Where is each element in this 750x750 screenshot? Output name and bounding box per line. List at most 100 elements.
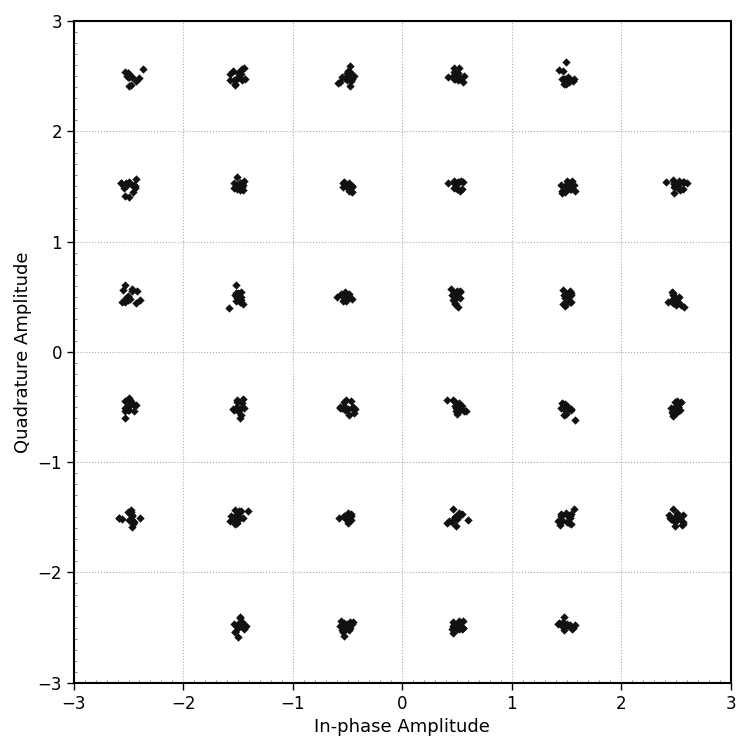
Point: [343, 409, 355, 421]
Point: [446, 623, 458, 635]
Point: [238, 176, 250, 188]
Point: [562, 402, 574, 414]
Point: [237, 184, 249, 196]
Point: [566, 509, 578, 520]
Point: [228, 177, 240, 189]
Point: [336, 70, 348, 82]
Point: [667, 410, 679, 422]
Point: [123, 71, 135, 83]
Point: [232, 622, 244, 634]
Point: [678, 176, 690, 188]
Point: [558, 400, 570, 412]
Point: [446, 516, 458, 528]
Point: [566, 404, 578, 416]
Point: [448, 70, 460, 82]
Point: [670, 178, 682, 190]
Point: [446, 394, 458, 406]
Point: [568, 73, 580, 85]
Point: [565, 289, 577, 301]
Point: [338, 72, 350, 84]
Point: [238, 178, 250, 190]
Point: [453, 403, 465, 415]
Point: [230, 296, 242, 307]
Point: [442, 177, 454, 189]
Point: [339, 292, 351, 304]
Point: [448, 182, 460, 194]
Point: [458, 70, 470, 82]
Point: [559, 290, 571, 302]
Point: [345, 514, 357, 526]
Point: [554, 402, 566, 414]
Point: [346, 403, 358, 415]
Point: [334, 402, 346, 414]
Point: [441, 517, 453, 529]
Point: [454, 404, 466, 416]
Point: [672, 405, 684, 417]
Point: [561, 509, 573, 520]
Point: [340, 293, 352, 305]
Point: [670, 298, 682, 310]
Point: [126, 514, 138, 526]
Point: [122, 68, 134, 80]
Point: [234, 613, 246, 625]
Point: [228, 617, 240, 629]
Point: [672, 179, 684, 191]
Point: [670, 512, 682, 524]
Point: [560, 507, 572, 519]
Point: [336, 289, 348, 301]
Point: [346, 293, 358, 305]
Point: [449, 512, 461, 524]
Point: [236, 74, 248, 86]
Point: [563, 620, 575, 632]
Point: [449, 396, 461, 408]
Point: [561, 400, 573, 412]
Point: [672, 512, 684, 524]
Point: [225, 509, 237, 521]
Point: [564, 296, 576, 308]
Point: [454, 286, 466, 298]
Point: [565, 518, 577, 530]
Point: [229, 289, 241, 301]
Point: [569, 619, 581, 631]
Point: [564, 285, 576, 297]
Point: [338, 177, 350, 189]
Point: [562, 620, 574, 632]
Point: [674, 184, 686, 196]
Point: [560, 79, 572, 91]
Point: [674, 512, 686, 524]
Point: [668, 503, 680, 515]
Point: [234, 182, 246, 194]
Point: [235, 505, 247, 517]
Point: [233, 513, 245, 525]
Point: [129, 180, 141, 192]
Point: [124, 506, 136, 518]
Point: [236, 63, 248, 75]
Point: [236, 616, 248, 628]
Point: [447, 503, 459, 515]
Point: [122, 70, 134, 82]
Point: [565, 286, 577, 298]
Point: [562, 181, 574, 193]
Point: [343, 512, 355, 524]
Point: [228, 182, 240, 194]
Point: [553, 617, 565, 629]
Point: [122, 400, 134, 412]
Point: [458, 622, 470, 634]
Point: [340, 404, 352, 416]
Point: [452, 398, 464, 410]
Point: [454, 397, 466, 409]
Point: [560, 407, 572, 419]
Point: [232, 406, 244, 418]
Point: [452, 178, 464, 190]
Point: [231, 292, 243, 304]
Point: [235, 291, 247, 303]
Point: [232, 509, 244, 520]
Point: [671, 395, 683, 407]
Point: [231, 508, 243, 520]
Point: [231, 395, 243, 407]
Point: [555, 179, 567, 191]
Point: [674, 404, 686, 416]
Point: [340, 513, 352, 525]
Point: [232, 619, 244, 631]
Point: [231, 511, 243, 523]
